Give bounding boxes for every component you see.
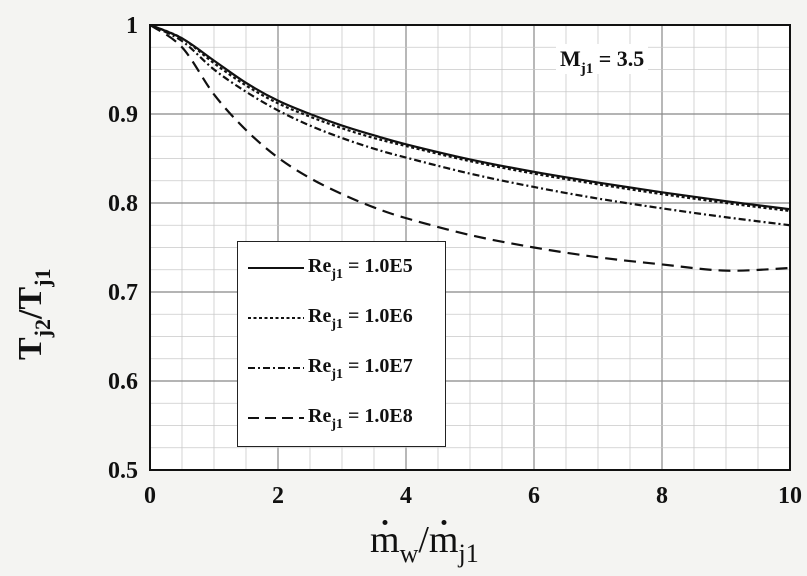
x-axis-label: mw/mj1 <box>370 519 479 568</box>
y-tick-label: 0.9 <box>108 102 138 128</box>
legend-item-re-1e8: Rej1 = 1.0E8 <box>238 398 445 438</box>
tick-labels: 0 2 4 6 8 10 0.5 0.6 0.7 0.8 0.9 1 <box>108 13 802 509</box>
legend-item-re-1e6: Rej1 = 1.0E6 <box>238 298 445 338</box>
legend-swatch-solid <box>248 267 304 269</box>
x-tick-label: 10 <box>778 483 802 509</box>
legend-label: Rej1 = 1.0E7 <box>308 355 413 382</box>
series-line-re-1-0e5 <box>149 23 791 211</box>
y-tick-label: 0.7 <box>108 280 138 306</box>
y-tick-label: 0.5 <box>108 458 138 484</box>
legend-label: Rej1 = 1.0E8 <box>308 405 413 432</box>
plot-frame <box>149 24 791 471</box>
legend-swatch-dashed <box>248 417 304 419</box>
mach-annotation: Mj1 = 3.5 <box>556 44 649 77</box>
x-tick-label: 2 <box>272 483 284 509</box>
y-axis-label: Tj2/Tj1 <box>12 268 55 360</box>
series-line-re-1-0e6 <box>149 23 791 213</box>
legend-swatch-dashdot <box>248 367 304 369</box>
series-line-re-1-0e8 <box>149 24 791 272</box>
x-tick-label: 8 <box>656 483 668 509</box>
x-tick-label: 4 <box>400 483 412 509</box>
legend-swatch-dotted <box>248 317 304 319</box>
x-tick-label: 0 <box>144 483 156 509</box>
legend-item-re-1e5: Rej1 = 1.0E5 <box>238 248 445 288</box>
legend-item-re-1e7: Rej1 = 1.0E7 <box>238 348 445 388</box>
legend-label: Rej1 = 1.0E6 <box>308 305 413 332</box>
y-tick-label: 1 <box>126 13 138 39</box>
series-line-re-1-0e7 <box>149 24 791 227</box>
series-group <box>149 23 791 272</box>
y-tick-label: 0.6 <box>108 369 138 395</box>
legend: Rej1 = 1.0E5 Rej1 = 1.0E6 Rej1 = 1.0E7 R… <box>237 241 446 447</box>
legend-label: Rej1 = 1.0E5 <box>308 255 413 282</box>
y-tick-label: 0.8 <box>108 191 138 217</box>
x-tick-label: 6 <box>528 483 540 509</box>
